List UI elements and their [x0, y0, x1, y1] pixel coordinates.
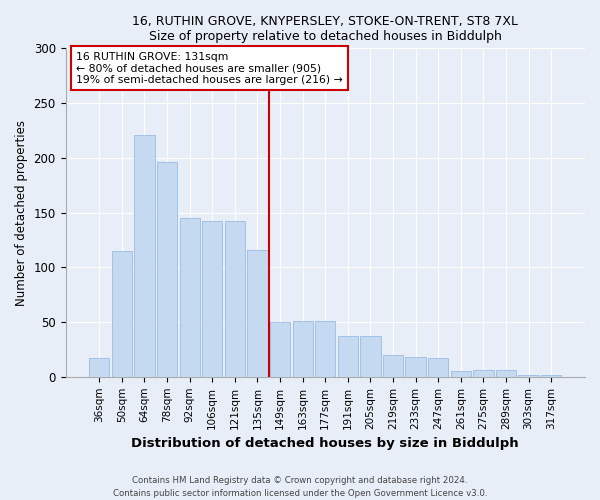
- Bar: [451, 372, 471, 377]
- Bar: [315, 321, 335, 377]
- Title: 16, RUTHIN GROVE, KNYPERSLEY, STOKE-ON-TRENT, ST8 7XL
Size of property relative : 16, RUTHIN GROVE, KNYPERSLEY, STOKE-ON-T…: [132, 15, 518, 43]
- Bar: [383, 355, 403, 377]
- Y-axis label: Number of detached properties: Number of detached properties: [15, 120, 28, 306]
- Bar: [134, 135, 155, 377]
- Bar: [406, 357, 426, 377]
- Bar: [541, 374, 562, 377]
- Bar: [293, 321, 313, 377]
- Bar: [157, 162, 177, 377]
- Bar: [112, 251, 132, 377]
- Bar: [89, 358, 109, 377]
- Bar: [473, 370, 494, 377]
- Text: 16 RUTHIN GROVE: 131sqm
← 80% of detached houses are smaller (905)
19% of semi-d: 16 RUTHIN GROVE: 131sqm ← 80% of detache…: [76, 52, 343, 85]
- Bar: [247, 250, 268, 377]
- Bar: [428, 358, 448, 377]
- Bar: [338, 336, 358, 377]
- Text: Contains HM Land Registry data © Crown copyright and database right 2024.
Contai: Contains HM Land Registry data © Crown c…: [113, 476, 487, 498]
- Bar: [360, 336, 380, 377]
- Bar: [496, 370, 516, 377]
- Bar: [270, 322, 290, 377]
- Bar: [225, 222, 245, 377]
- Bar: [518, 374, 539, 377]
- X-axis label: Distribution of detached houses by size in Biddulph: Distribution of detached houses by size …: [131, 437, 519, 450]
- Bar: [202, 222, 223, 377]
- Bar: [179, 218, 200, 377]
